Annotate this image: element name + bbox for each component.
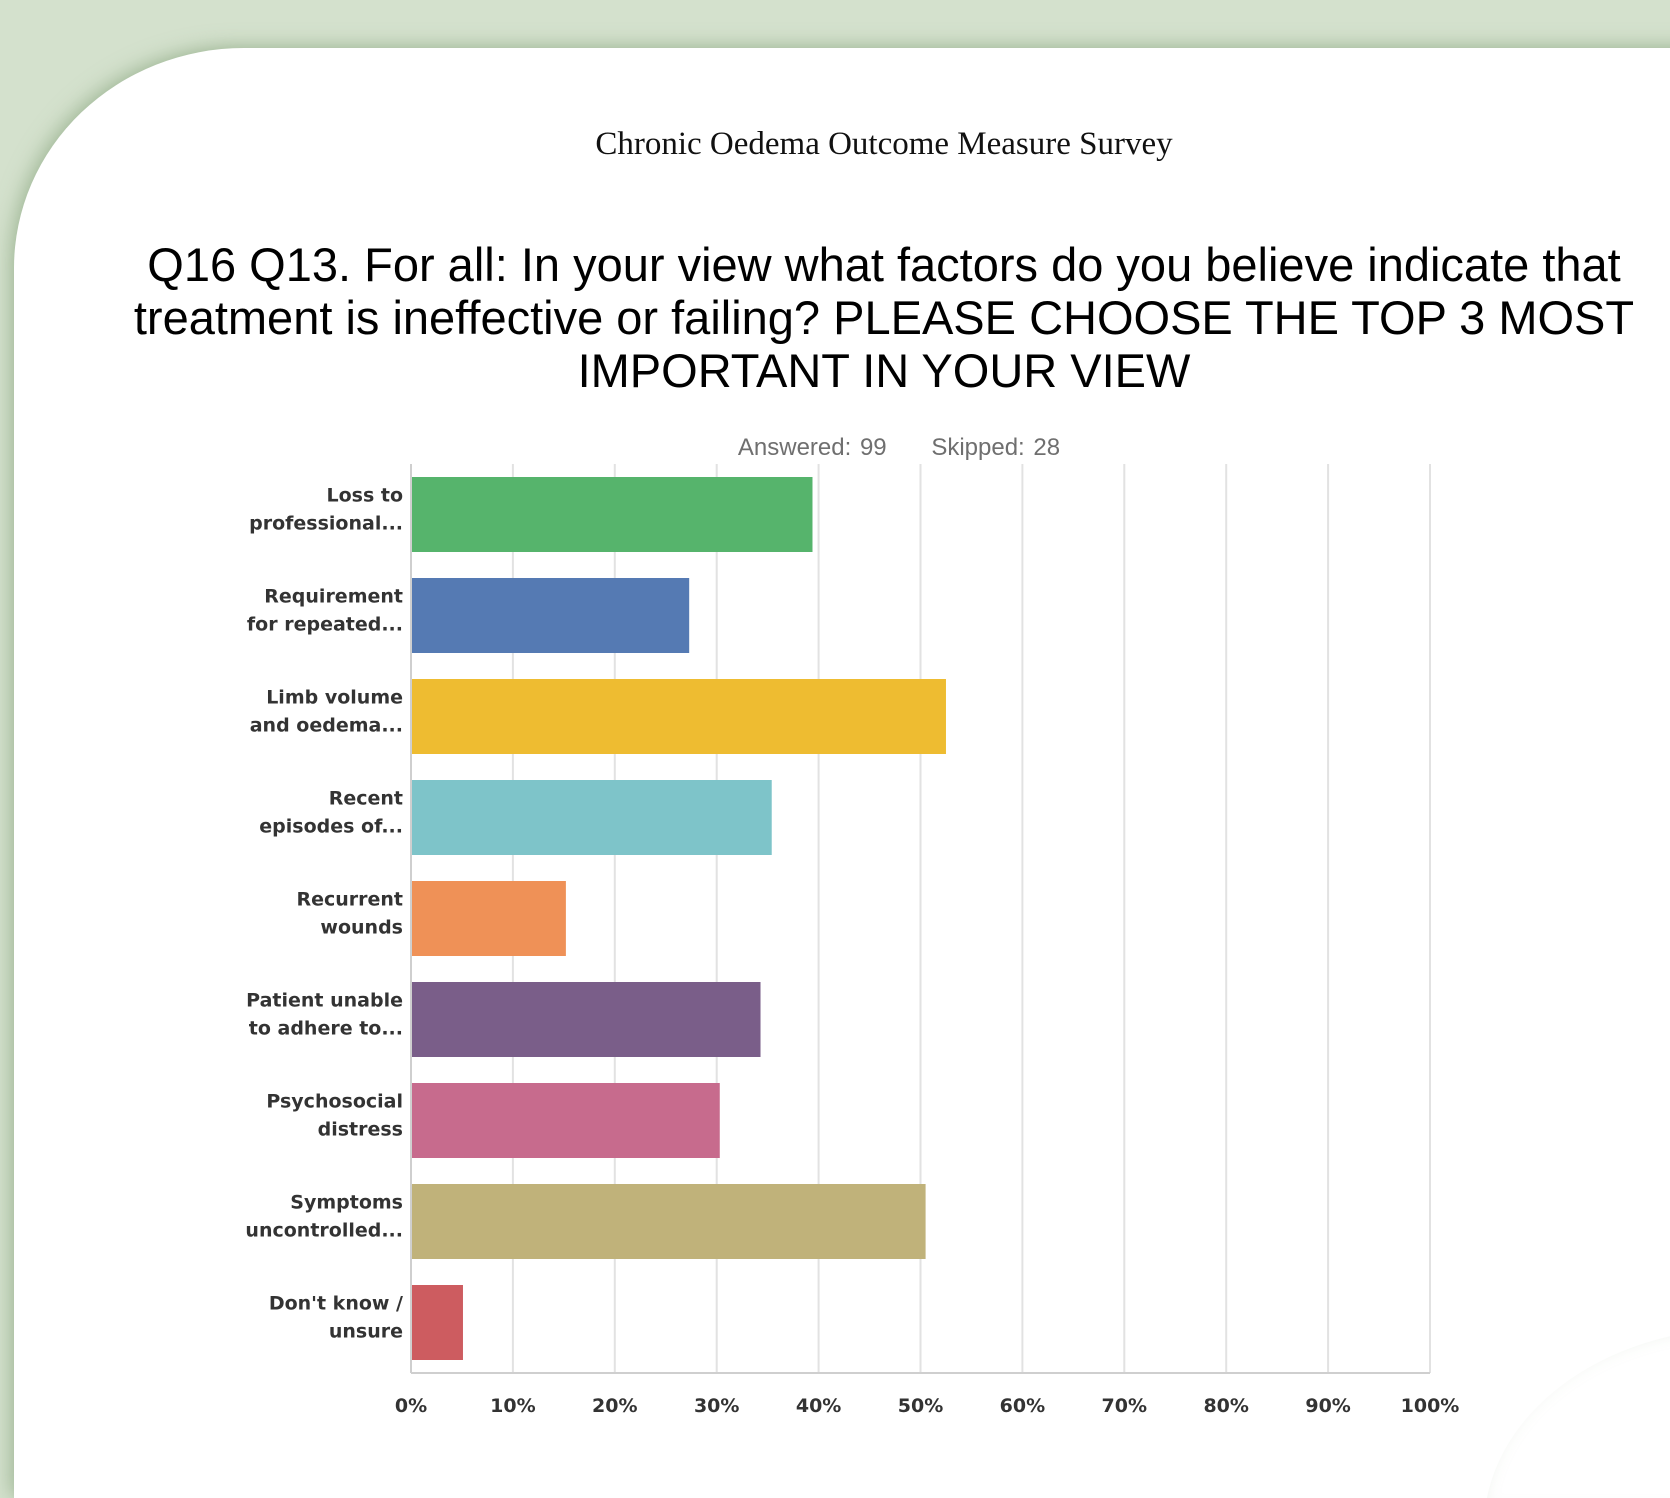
bar: [411, 780, 772, 855]
x-tick-label: 100%: [1401, 1395, 1460, 1417]
bar: [411, 1184, 926, 1259]
bar: [411, 1083, 720, 1158]
x-tick-label: 90%: [1305, 1395, 1350, 1417]
category-label: Psychosocial distress: [266, 1091, 403, 1141]
x-tick-label: 80%: [1203, 1395, 1248, 1417]
category-label: Recent episodes of...: [259, 788, 403, 838]
bar: [411, 1285, 463, 1360]
x-tick-label: 30%: [694, 1395, 739, 1417]
skipped-count: Skipped: 28: [931, 434, 1061, 461]
category-label: Symptoms uncontrolled...: [245, 1192, 403, 1242]
category-label: Patient unable to adhere to...: [246, 990, 403, 1040]
x-tick-label: 0%: [395, 1395, 427, 1417]
x-tick-label: 60%: [1000, 1395, 1045, 1417]
x-tick-label: 20%: [592, 1395, 637, 1417]
x-tick-label: 70%: [1102, 1395, 1147, 1417]
bar: [411, 578, 690, 653]
bar-chart: Loss to professional... Requirement for rep…: [245, 464, 1460, 1417]
category-label: Loss to professional...: [249, 485, 403, 535]
category-label: Requirement for repeated...: [247, 586, 403, 636]
bar: [411, 679, 946, 754]
category-label: Recurrent wounds: [296, 889, 403, 939]
bar: [411, 982, 761, 1057]
x-tick-label: 40%: [796, 1395, 841, 1417]
response-stats: Answered: 99 Skipped: 28: [14, 434, 1670, 462]
question-text: Q16 Q13. For all: In your view what fact…: [133, 238, 1635, 397]
category-label: Limb volume and oedema...: [250, 687, 403, 737]
bar: [411, 881, 566, 956]
category-label: Don't know / unsure: [269, 1293, 403, 1343]
answered-count: Answered: 99: [737, 434, 887, 461]
x-tick-label: 10%: [490, 1395, 535, 1417]
x-tick-label: 50%: [898, 1395, 943, 1417]
survey-title: Chronic Oedema Outcome Measure Survey: [595, 126, 1173, 162]
bar: [411, 477, 813, 552]
